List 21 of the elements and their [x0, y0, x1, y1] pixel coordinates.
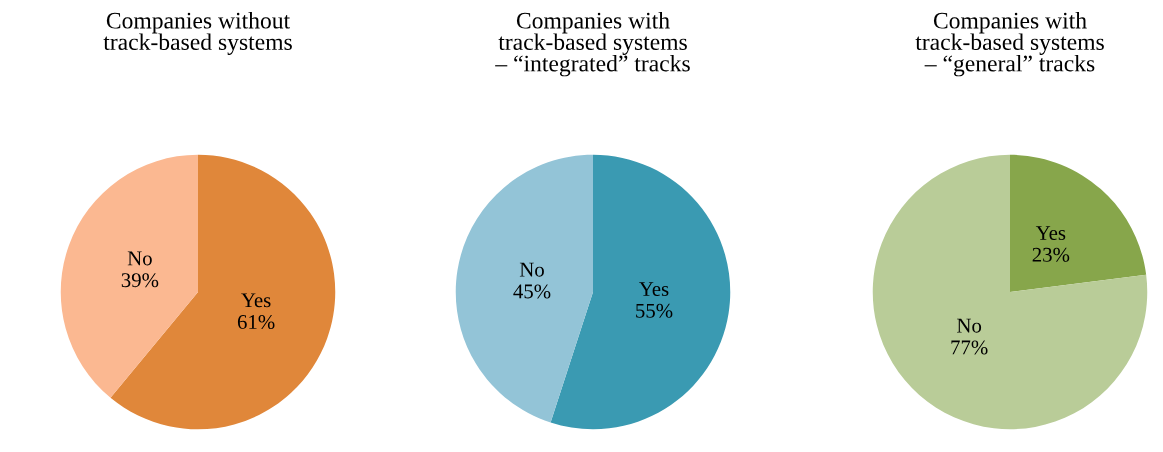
pie-slice	[455, 154, 593, 423]
slice-label: Yes	[1035, 226, 1066, 240]
pie-slice	[872, 154, 1148, 430]
data-label: 77%	[951, 340, 988, 355]
data-label: 45%	[513, 284, 551, 299]
slice-label: Yes	[639, 282, 669, 296]
chart-title: Companies with track-based systems – “general” tracks	[915, 12, 1104, 77]
pie-slice	[1010, 154, 1147, 292]
chart-title: Companies without track-based systems	[103, 12, 292, 55]
slice-label: Yes	[241, 293, 271, 308]
pie-slice	[550, 154, 731, 430]
slice-label: No	[957, 318, 982, 333]
chart-title: Companies with track-based systems – “integrated” tracks	[495, 12, 690, 77]
pie-slice	[60, 154, 198, 398]
pie-slice	[110, 154, 336, 430]
data-label: 55%	[636, 303, 673, 318]
slice-label: No	[519, 262, 544, 277]
data-label: 39%	[121, 273, 159, 288]
slice-label: No	[127, 251, 152, 266]
data-label: 23%	[1032, 247, 1070, 262]
data-label: 61%	[237, 314, 275, 330]
